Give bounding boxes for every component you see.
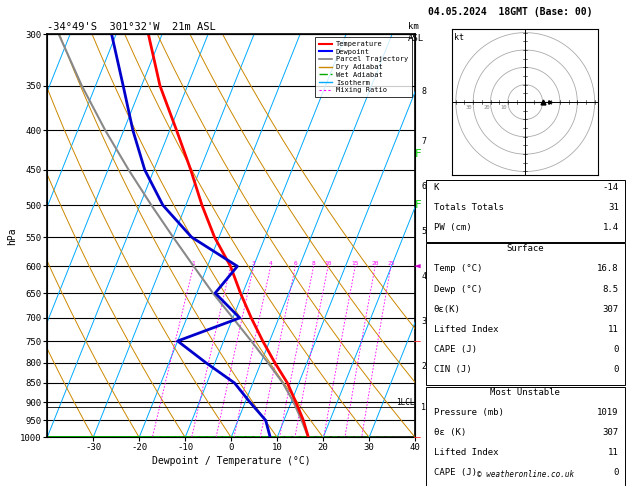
Text: 25: 25 bbox=[387, 261, 394, 266]
Text: 0: 0 bbox=[613, 469, 619, 477]
Text: Totals Totals: Totals Totals bbox=[434, 203, 504, 212]
Text: 10: 10 bbox=[501, 104, 507, 110]
Text: 307: 307 bbox=[603, 428, 619, 437]
Text: Temp (°C): Temp (°C) bbox=[434, 264, 482, 274]
Text: 20: 20 bbox=[371, 261, 379, 266]
Text: 1LCL: 1LCL bbox=[396, 398, 415, 406]
Text: 10: 10 bbox=[325, 261, 332, 266]
Text: Dewp (°C): Dewp (°C) bbox=[434, 285, 482, 294]
Bar bbox=[426, 387, 625, 486]
Text: F: F bbox=[415, 200, 421, 210]
Y-axis label: hPa: hPa bbox=[8, 227, 18, 244]
Legend: Temperature, Dewpoint, Parcel Trajectory, Dry Adiabat, Wet Adiabat, Isotherm, Mi: Temperature, Dewpoint, Parcel Trajectory… bbox=[315, 37, 411, 97]
Text: © weatheronline.co.uk: © weatheronline.co.uk bbox=[477, 469, 574, 479]
Text: —: — bbox=[415, 433, 421, 442]
Text: 16.8: 16.8 bbox=[597, 264, 619, 274]
Text: 1.4: 1.4 bbox=[603, 223, 619, 232]
Text: -34°49'S  301°32'W  21m ASL: -34°49'S 301°32'W 21m ASL bbox=[47, 22, 216, 32]
X-axis label: Dewpoint / Temperature (°C): Dewpoint / Temperature (°C) bbox=[152, 456, 311, 466]
Text: 0: 0 bbox=[613, 345, 619, 354]
Text: 8.5: 8.5 bbox=[603, 285, 619, 294]
Text: CAPE (J): CAPE (J) bbox=[434, 345, 477, 354]
Y-axis label: Mixing Ratio (g/kg): Mixing Ratio (g/kg) bbox=[445, 185, 455, 287]
Text: Lifted Index: Lifted Index bbox=[434, 449, 498, 457]
Bar bbox=[426, 180, 625, 242]
Text: 20: 20 bbox=[483, 104, 489, 110]
Text: 31: 31 bbox=[608, 203, 619, 212]
Text: 2: 2 bbox=[229, 261, 233, 266]
Text: θε (K): θε (K) bbox=[434, 428, 466, 437]
Text: 30: 30 bbox=[466, 104, 472, 110]
Text: 04.05.2024  18GMT (Base: 00): 04.05.2024 18GMT (Base: 00) bbox=[428, 7, 593, 17]
Text: 11: 11 bbox=[608, 325, 619, 334]
Text: F: F bbox=[415, 149, 421, 158]
Text: Surface: Surface bbox=[506, 244, 544, 253]
Text: 307: 307 bbox=[603, 305, 619, 314]
Text: 6: 6 bbox=[294, 261, 298, 266]
Text: PW (cm): PW (cm) bbox=[434, 223, 471, 232]
Text: 1: 1 bbox=[192, 261, 195, 266]
Text: ◄: ◄ bbox=[415, 261, 421, 271]
Text: CIN (J): CIN (J) bbox=[434, 365, 471, 374]
Bar bbox=[426, 243, 625, 385]
Text: 4: 4 bbox=[269, 261, 272, 266]
Text: θε(K): θε(K) bbox=[434, 305, 460, 314]
Text: Pressure (mb): Pressure (mb) bbox=[434, 408, 504, 417]
Text: 15: 15 bbox=[352, 261, 359, 266]
Text: -14: -14 bbox=[603, 183, 619, 191]
Text: Most Unstable: Most Unstable bbox=[490, 388, 560, 397]
Text: CAPE (J): CAPE (J) bbox=[434, 469, 477, 477]
Text: 1019: 1019 bbox=[597, 408, 619, 417]
Text: 3: 3 bbox=[252, 261, 255, 266]
Text: 11: 11 bbox=[608, 449, 619, 457]
Text: 8: 8 bbox=[312, 261, 316, 266]
Text: km: km bbox=[408, 22, 418, 31]
Text: ASL: ASL bbox=[408, 34, 424, 43]
Text: K: K bbox=[434, 183, 439, 191]
Text: 0: 0 bbox=[613, 365, 619, 374]
Text: —: — bbox=[415, 336, 421, 346]
Text: kt: kt bbox=[454, 33, 464, 42]
Text: Lifted Index: Lifted Index bbox=[434, 325, 498, 334]
